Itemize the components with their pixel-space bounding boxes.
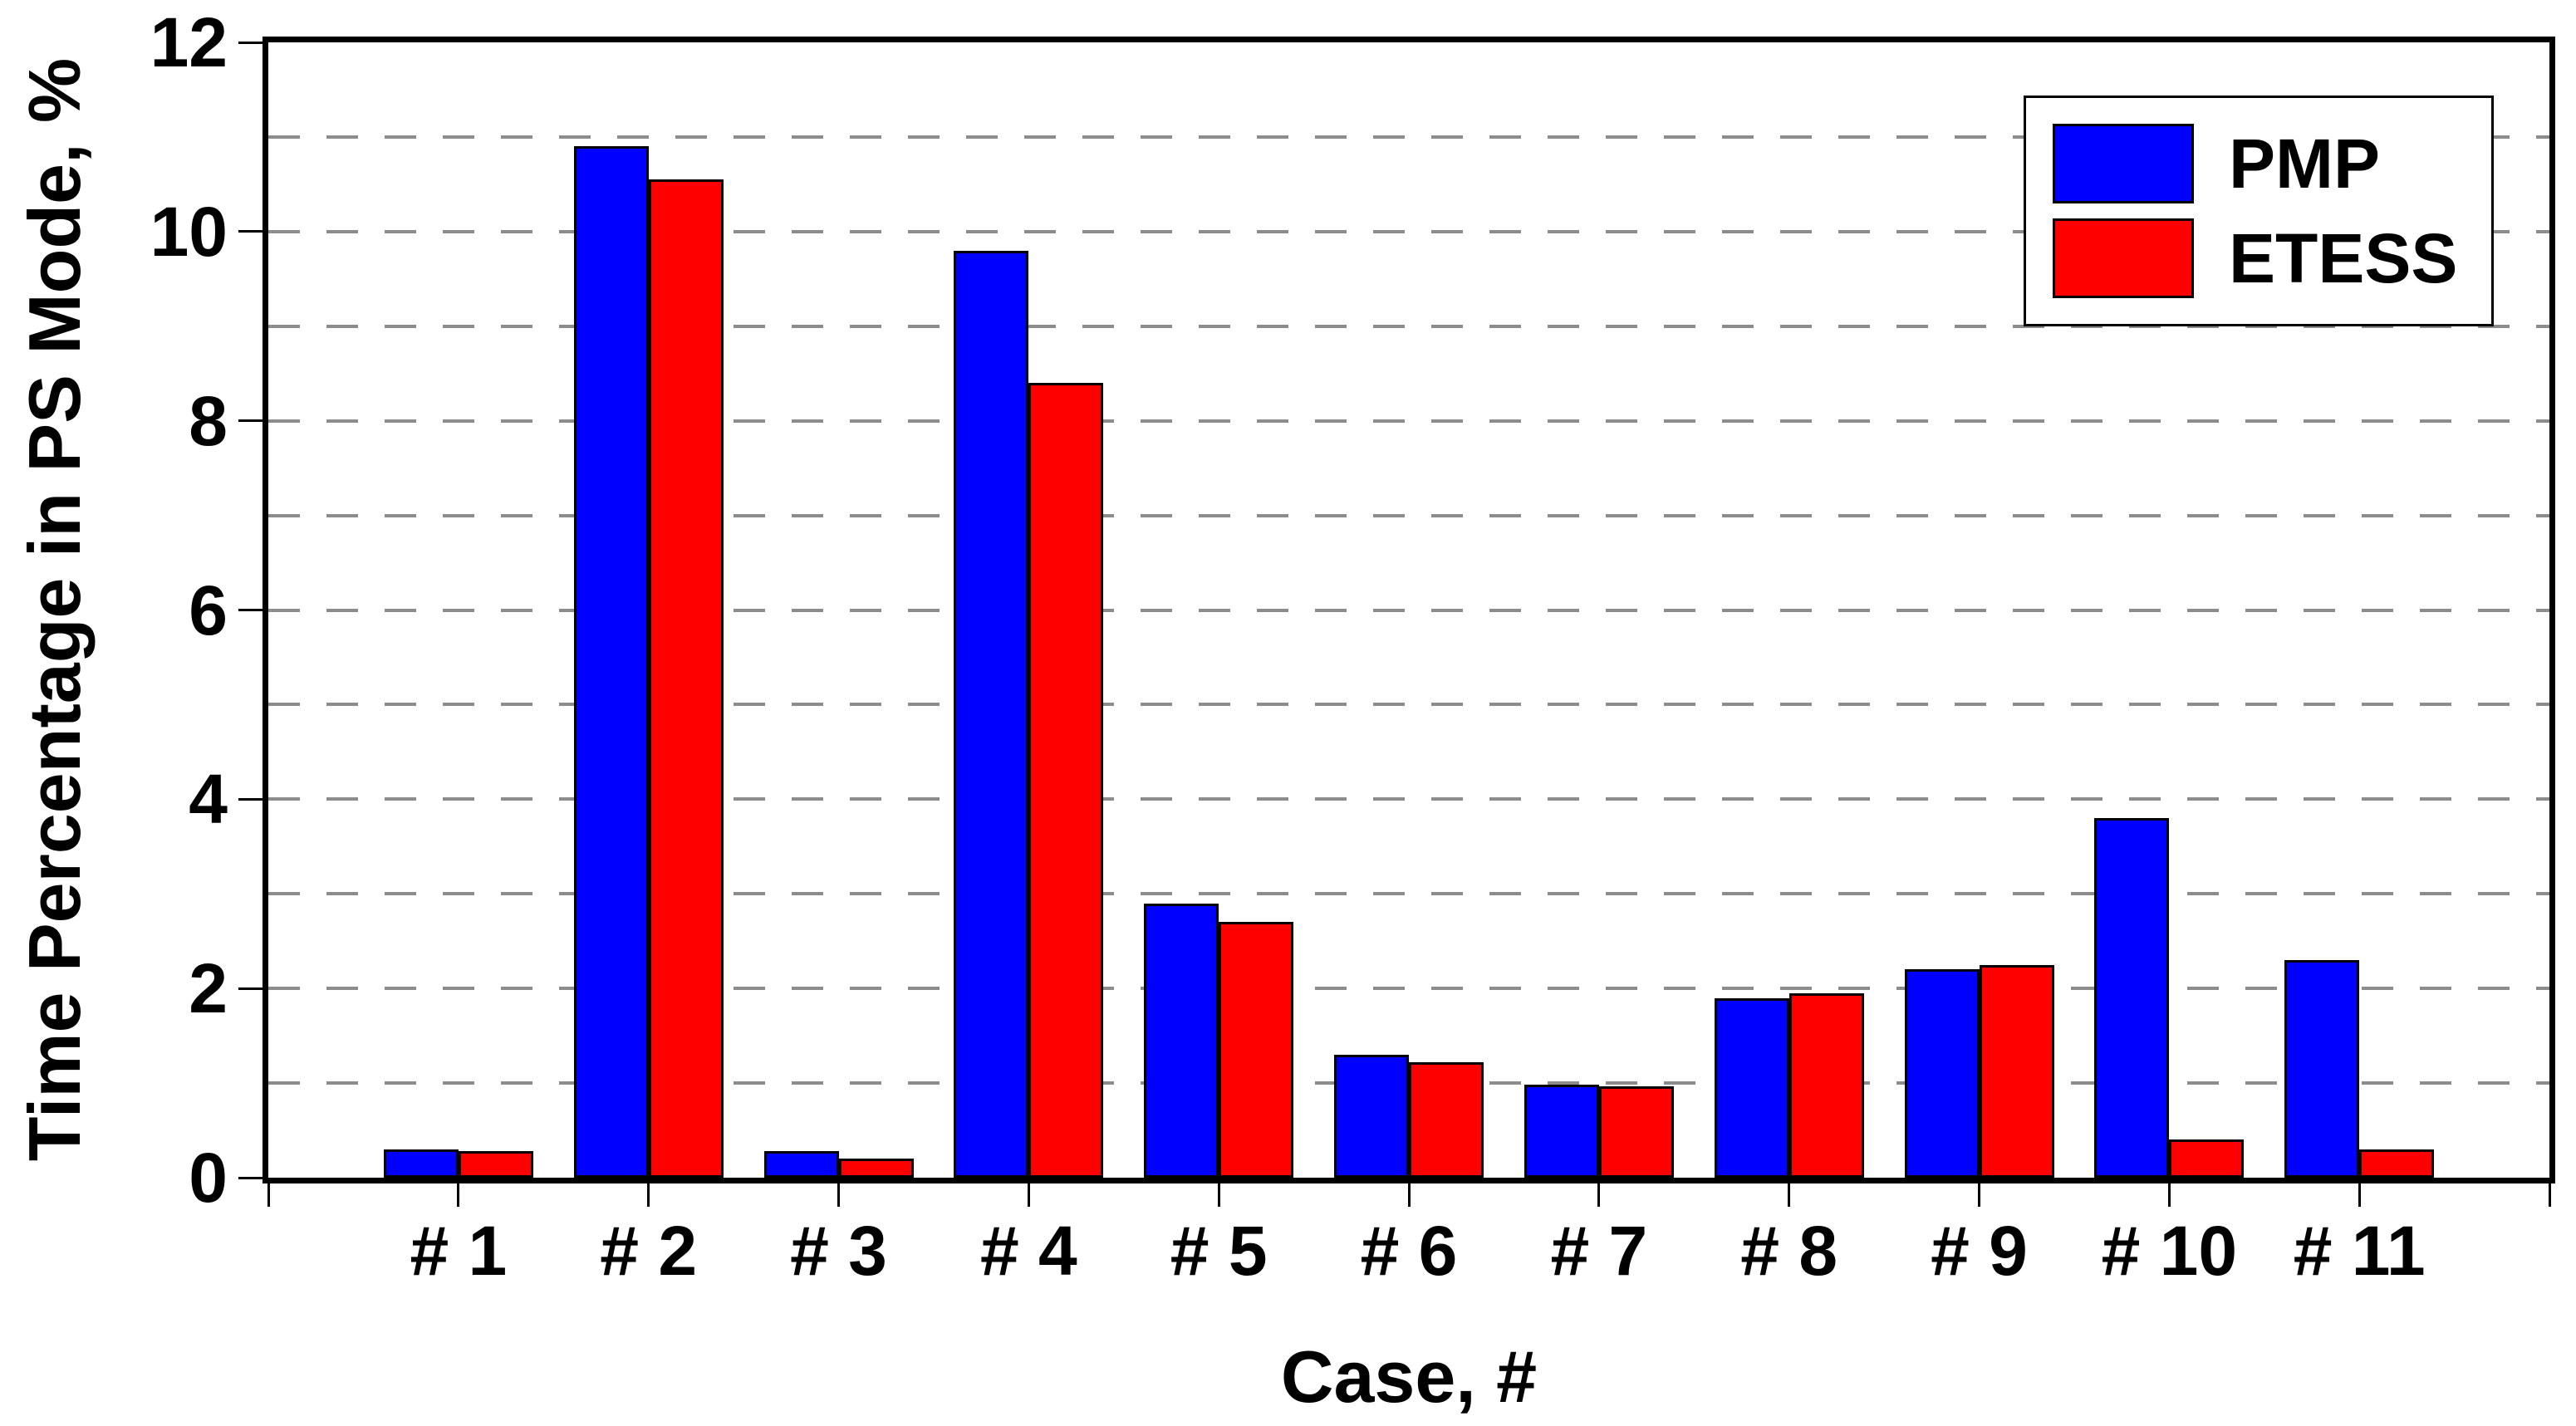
y-tick-label-4: 4 (189, 760, 228, 839)
bar-pmp-case-4 (954, 250, 1029, 1178)
y-tick-label-6: 6 (189, 571, 228, 649)
x-tick-label-case-10: # 10 (2101, 1212, 2238, 1290)
gridline-y5 (268, 703, 2549, 707)
bar-pmp-case-1 (383, 1149, 459, 1178)
x-tick-5 (1217, 1183, 1220, 1207)
bar-pmp-case-9 (1904, 969, 1980, 1178)
gridline-y3 (268, 892, 2549, 896)
gridline-y6 (268, 608, 2549, 612)
bar-etess-case-2 (648, 179, 724, 1178)
bar-pmp-case-7 (1524, 1085, 1599, 1178)
bar-etess-case-1 (458, 1151, 533, 1178)
y-tick-10 (238, 230, 268, 233)
x-tick-label-case-8: # 8 (1740, 1212, 1838, 1290)
bar-etess-case-7 (1598, 1085, 1674, 1178)
bar-etess-case-5 (1219, 922, 1294, 1178)
y-tick-label-12: 12 (150, 3, 228, 81)
bar-etess-case-6 (1409, 1062, 1484, 1178)
y-tick-label-8: 8 (189, 381, 228, 460)
bar-pmp-case-11 (2284, 960, 2360, 1178)
x-tick-label-case-2: # 2 (600, 1212, 698, 1290)
y-tick-2 (238, 987, 268, 990)
legend-item-pmp: PMP (2053, 124, 2491, 203)
bar-etess-case-9 (1979, 964, 2054, 1178)
bar-pmp-case-3 (763, 1151, 839, 1178)
legend: PMP ETESS (2024, 96, 2494, 326)
y-tick-label-0: 0 (189, 1139, 228, 1217)
x-tick-label-case-6: # 6 (1360, 1212, 1458, 1290)
gridline-y10 (268, 229, 2549, 233)
x-tick-11 (2358, 1183, 2361, 1207)
bar-pmp-case-5 (1144, 903, 1219, 1178)
legend-label-etess: ETESS (2229, 219, 2458, 297)
legend-swatch-etess (2053, 218, 2194, 298)
x-tick-label-case-5: # 5 (1170, 1212, 1268, 1290)
bar-etess-case-8 (1788, 992, 1864, 1178)
bar-etess-case-10 (2169, 1139, 2245, 1178)
x-tick-1 (457, 1183, 460, 1207)
x-tick-label-case-1: # 1 (410, 1212, 508, 1290)
gridline-y7 (268, 513, 2549, 517)
x-tick-6 (1407, 1183, 1411, 1207)
x-tick-label-case-11: # 11 (2293, 1212, 2426, 1290)
x-axis-title: Case, # (1280, 1335, 1538, 1418)
gridline-y9 (268, 324, 2549, 328)
bar-etess-case-4 (1028, 383, 1104, 1178)
bar-pmp-case-2 (573, 146, 649, 1178)
y-tick-4 (238, 797, 268, 801)
x-tick-4 (1027, 1183, 1030, 1207)
x-tick-7 (1597, 1183, 1601, 1207)
legend-item-etess: ETESS (2053, 218, 2491, 298)
y-tick-label-2: 2 (189, 949, 228, 1028)
x-tick-12 (2548, 1183, 2551, 1207)
bar-pmp-case-8 (1714, 997, 1789, 1178)
y-axis-title: Time Percentage in PS Mode, % (13, 57, 96, 1162)
x-tick-10 (2167, 1183, 2171, 1207)
x-tick-8 (1788, 1183, 1791, 1207)
x-tick-label-case-4: # 4 (979, 1212, 1077, 1290)
bar-pmp-case-6 (1334, 1054, 1409, 1178)
legend-swatch-pmp (2053, 124, 2194, 203)
x-tick-9 (1978, 1183, 1980, 1207)
gridline-y11 (268, 135, 2549, 139)
x-tick-label-case-3: # 3 (790, 1212, 887, 1290)
gridline-y8 (268, 419, 2549, 423)
legend-label-pmp: PMP (2229, 125, 2381, 203)
y-tick-12 (238, 41, 268, 44)
y-tick-label-10: 10 (150, 192, 228, 271)
gridline-y4 (268, 797, 2549, 801)
x-tick-label-case-9: # 9 (1931, 1212, 2028, 1290)
y-tick-6 (238, 609, 268, 611)
x-tick-2 (647, 1183, 650, 1207)
bar-etess-case-3 (838, 1159, 914, 1178)
x-tick-0 (267, 1183, 270, 1207)
x-tick-label-case-7: # 7 (1550, 1212, 1648, 1290)
y-tick-8 (238, 419, 268, 423)
bar-pmp-case-10 (2094, 818, 2170, 1178)
gridline-y2 (268, 987, 2549, 991)
y-tick-0 (238, 1176, 268, 1179)
x-tick-3 (837, 1183, 840, 1207)
bar-etess-case-11 (2359, 1149, 2435, 1178)
